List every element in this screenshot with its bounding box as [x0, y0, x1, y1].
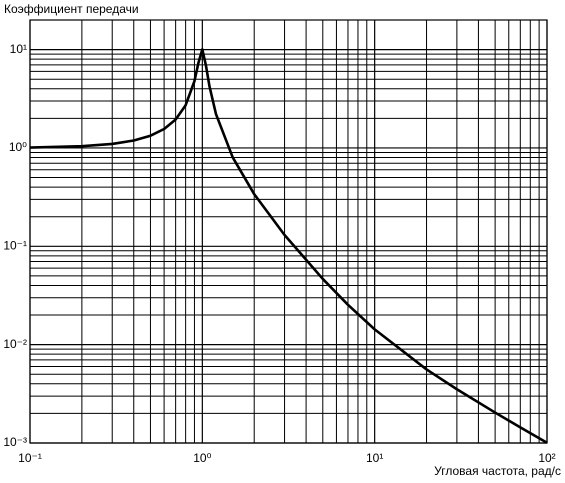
x-tick-label: 10¹ [366, 451, 383, 465]
curve [29, 48, 548, 444]
x-axis-label: Угловая частота, рад/с [434, 464, 561, 478]
x-tick-label: 10⁻¹ [18, 451, 42, 465]
y-tick-label: 10⁻¹ [3, 238, 27, 252]
chart-title: Коэффициент передачи [4, 2, 139, 16]
x-tick-label: 10⁰ [193, 451, 211, 465]
x-tick-label: 10² [538, 451, 555, 465]
plot-frame [29, 19, 548, 444]
y-tick-label: 10⁰ [9, 140, 27, 154]
y-tick-label: 10¹ [10, 42, 27, 56]
y-tick-label: 10⁻² [3, 337, 27, 351]
y-tick-label: 10⁻³ [3, 435, 27, 449]
